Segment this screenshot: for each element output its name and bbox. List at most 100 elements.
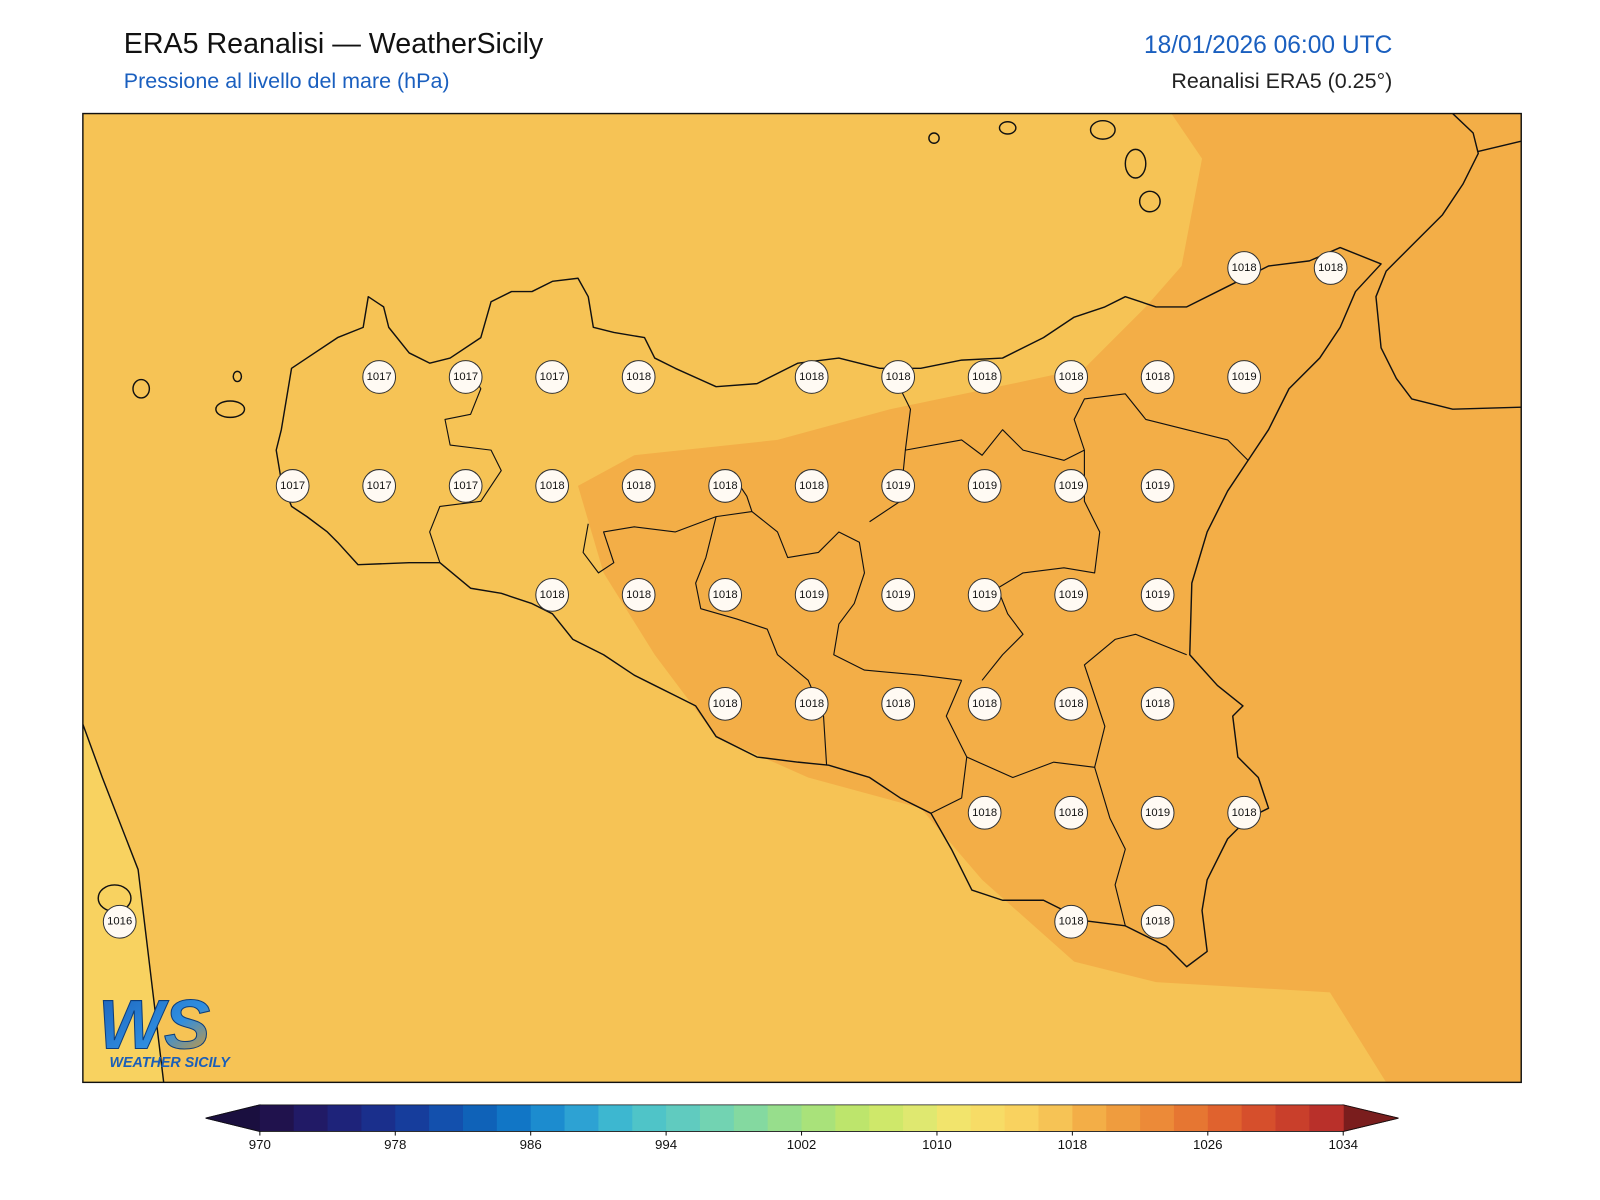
label-value: 1018 [1232, 262, 1257, 274]
pressure-label: 1018 [708, 686, 743, 721]
colorbar-bin [293, 1104, 329, 1132]
label-value: 1018 [1232, 807, 1257, 819]
pressure-label: 1017 [362, 469, 397, 503]
label-value: 1019 [799, 589, 824, 601]
sicily-coast [275, 246, 1382, 968]
label-circle [1227, 251, 1262, 285]
label-circle [102, 904, 137, 939]
label-circle [1140, 360, 1175, 394]
label-value: 1018 [972, 807, 997, 819]
label-value: 1018 [540, 480, 565, 492]
pressure-label: 1018 [967, 360, 1002, 394]
pressure-label: 1017 [275, 469, 310, 503]
colorbar-bin [564, 1104, 599, 1132]
label-value: 1018 [799, 480, 824, 492]
pressure-label: 1019 [967, 578, 1002, 612]
pressure-label: 1018 [621, 360, 656, 394]
label-circle [1227, 360, 1262, 394]
pressure-label: 1019 [1054, 578, 1089, 612]
label-value: 1018 [713, 589, 738, 601]
colorbar-bin [699, 1104, 735, 1132]
pressure-label: 1017 [535, 360, 570, 394]
label-circle [967, 795, 1002, 830]
colorbar-bin [835, 1104, 870, 1132]
colorbar-bin [327, 1104, 362, 1132]
pressure-label: 1019 [881, 469, 916, 503]
subtitle: Pressione al livello del mare (hPa) [124, 69, 450, 93]
title: ERA5 Reanalisi — WeatherSicily [124, 28, 544, 60]
label-circle [621, 469, 656, 503]
pressure-label: 1017 [362, 360, 397, 394]
label-circle [794, 686, 829, 721]
colorbar-bin [903, 1104, 938, 1132]
label-circle [708, 686, 743, 721]
colorbar-tick-label: 1010 [922, 1137, 952, 1152]
label-circle [1054, 360, 1089, 394]
pressure-label: 1018 [621, 578, 656, 612]
pressure-label: 1018 [535, 469, 570, 503]
label-circle [621, 578, 656, 612]
label-value: 1019 [1145, 589, 1170, 601]
label-value: 1018 [1059, 371, 1084, 383]
pressure-label: 1018 [708, 469, 743, 503]
colorbar-bin [970, 1104, 1006, 1132]
pressure-label: 1016 [102, 904, 137, 939]
pressure-label: 1019 [967, 469, 1002, 503]
colorbar-bin [767, 1104, 803, 1132]
label-circle [1054, 795, 1089, 830]
pressure-label: 1018 [1313, 251, 1348, 285]
label-circle [794, 360, 829, 394]
pressure-label: 1018 [621, 469, 656, 503]
label-circle [794, 578, 829, 612]
colorbar-under [205, 1104, 261, 1133]
label-value: 1016 [107, 916, 132, 928]
tunisia-coast [82, 724, 165, 1083]
field-low [82, 724, 164, 1083]
label-circle [881, 686, 916, 721]
label-value: 1018 [626, 480, 651, 492]
label-value: 1018 [972, 698, 997, 710]
label-value: 1019 [886, 480, 911, 492]
colorbar-tick-label: 994 [655, 1137, 677, 1152]
colorbar-bin [598, 1104, 633, 1132]
colorbar-tick-label: 1018 [1058, 1137, 1088, 1152]
colorbar-bin [1173, 1104, 1209, 1132]
islands [97, 120, 1161, 913]
label-value: 1018 [626, 589, 651, 601]
pressure-label: 1018 [794, 686, 829, 721]
logo-name: WEATHER SICILY [109, 1055, 231, 1071]
label-circle [535, 578, 570, 612]
label-circle [1313, 251, 1348, 285]
label-value: 1018 [799, 698, 824, 710]
label-circle [967, 578, 1002, 612]
colorbar-bin [936, 1104, 972, 1132]
label-circle [708, 469, 743, 503]
pressure-label: 1017 [448, 469, 483, 503]
pressure-label: 1018 [1227, 251, 1262, 285]
label-circle [794, 469, 829, 503]
label-value: 1018 [713, 480, 738, 492]
label-value: 1018 [972, 371, 997, 383]
pressure-labels: 1018 1018 1017 1017 1017 1018 1018 1018 1018 1018… [102, 251, 1348, 939]
pressure-label: 1018 [1140, 360, 1175, 394]
label-value: 1019 [1145, 480, 1170, 492]
label-value: 1017 [280, 480, 305, 492]
pressure-label: 1019 [1140, 469, 1175, 503]
pressure-label: 1018 [535, 578, 570, 612]
pressure-label: 1018 [1054, 360, 1089, 394]
map-area: 1018 1018 1017 1017 1017 1018 1018 1018 1018 1018… [82, 113, 1522, 1083]
label-circle [275, 469, 310, 503]
pressure-label: 1018 [708, 578, 743, 612]
label-value: 1018 [1059, 807, 1084, 819]
colorbar-bin [259, 1104, 295, 1132]
colorbar-bin [429, 1104, 464, 1132]
pressure-label: 1018 [1054, 686, 1089, 721]
pressure-label: 1018 [967, 686, 1002, 721]
datetime: 18/01/2026 06:00 UTC [1144, 32, 1392, 59]
label-circle [967, 469, 1002, 503]
colorbar-bin [1038, 1104, 1073, 1132]
pressure-label: 1018 [1054, 904, 1089, 939]
label-circle [1227, 795, 1262, 830]
